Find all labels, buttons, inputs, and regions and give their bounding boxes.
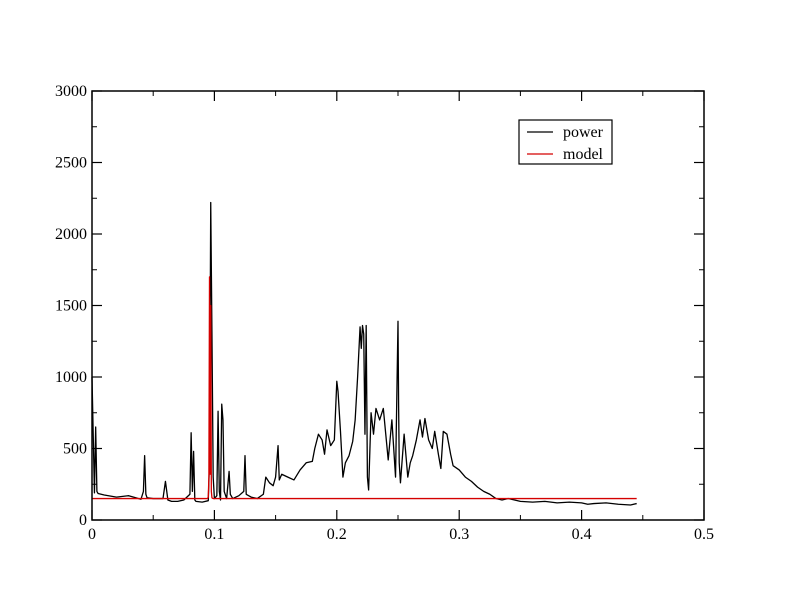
legend-label-model: model: [563, 146, 604, 163]
y-tick-label: 1500: [55, 298, 87, 315]
legend-label-power: power: [563, 124, 604, 141]
y-tick-label: 3000: [55, 83, 87, 100]
y-tick-label: 2000: [55, 226, 87, 243]
axis-ticks: 0 0.1 0.2 0.3 0.4 0.5 0 500 1000 1500 2000 2500 3000: [55, 83, 714, 543]
y-tick-label: 2500: [55, 155, 87, 172]
x-tick-label: 0: [88, 526, 96, 543]
y-tick-label: 1000: [55, 369, 87, 386]
x-tick-label: 0.2: [327, 526, 347, 543]
x-tick-label: 0.1: [204, 526, 224, 543]
y-tick-label: 500: [63, 441, 87, 458]
legend-box: [518, 119, 613, 165]
legend: power model: [518, 119, 613, 165]
x-tick-label: 0.4: [572, 526, 592, 543]
x-tick-label: 0.5: [694, 526, 714, 543]
x-tick-label: 0.3: [449, 526, 469, 543]
series-line-model: [92, 276, 637, 500]
y-tick-label: 0: [79, 512, 87, 529]
plot-area: [91, 201, 637, 506]
series-line-power: [91, 201, 637, 506]
